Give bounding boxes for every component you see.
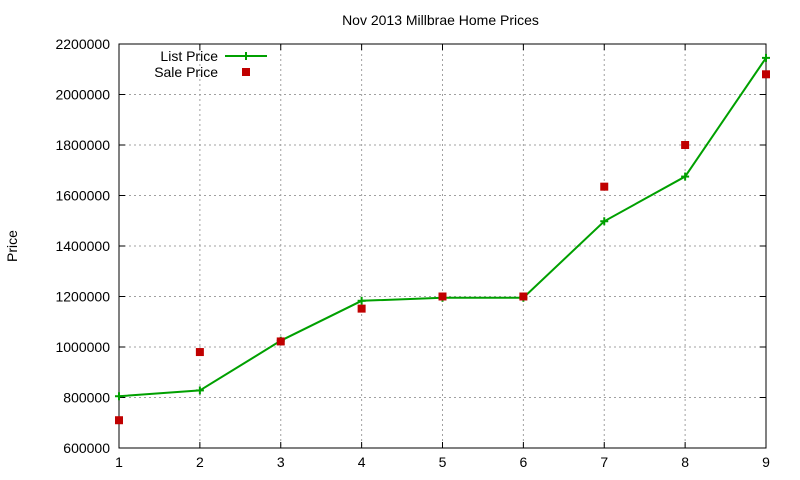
x-tick-label: 5 [439, 454, 447, 470]
y-tick-labels: 600000 800000 1000000 1200000 1400000 1600000… [55, 36, 110, 456]
legend: List Price Sale Price [154, 48, 267, 80]
y-tick-label: 2000000 [55, 87, 110, 103]
chart-title: Nov 2013 Millbrae Home Prices [342, 12, 539, 28]
x-tick-label: 2 [196, 454, 204, 470]
sale-price-point [600, 182, 609, 191]
axis-ticks [118, 43, 767, 449]
x-tick-label: 6 [519, 454, 527, 470]
x-tick-labels: 1 2 3 4 5 6 7 8 9 [115, 454, 770, 470]
grid-lines [119, 44, 766, 448]
x-tick-label: 7 [600, 454, 608, 470]
sale-price-point [519, 292, 528, 301]
list-price-point [600, 217, 609, 226]
y-tick-label: 600000 [63, 440, 110, 456]
list-price-point [357, 296, 366, 305]
y-tick-label: 1200000 [55, 289, 110, 305]
legend-label-sale-price: Sale Price [154, 64, 218, 80]
sale-price-point [438, 292, 447, 301]
y-tick-label: 1400000 [55, 238, 110, 254]
list-price-point [681, 172, 690, 181]
sale-price-point [276, 337, 285, 346]
y-tick-label: 800000 [63, 390, 110, 406]
x-tick-label: 1 [115, 454, 123, 470]
y-tick-label: 2200000 [55, 36, 110, 52]
sale-price-point [681, 141, 690, 149]
list-price-point [762, 53, 770, 62]
sale-price-point [195, 348, 204, 357]
legend-swatch-sale-price [242, 68, 250, 76]
y-tick-label: 1600000 [55, 188, 110, 204]
sale-price-point [357, 304, 366, 313]
legend-marker-list-price [242, 52, 250, 60]
x-tick-label: 3 [277, 454, 285, 470]
y-axis-label: Price [4, 230, 20, 262]
legend-label-list-price: List Price [160, 48, 218, 64]
sale-price-point [115, 416, 123, 425]
x-tick-label: 4 [358, 454, 366, 470]
x-tick-label: 9 [762, 454, 770, 470]
sale-price-point [762, 70, 770, 79]
list-price-point [115, 392, 123, 401]
list-price-point [195, 386, 204, 395]
x-tick-label: 8 [681, 454, 689, 470]
series-sale-price [115, 70, 770, 425]
y-tick-label: 1800000 [55, 137, 110, 153]
y-tick-label: 1000000 [55, 339, 110, 355]
